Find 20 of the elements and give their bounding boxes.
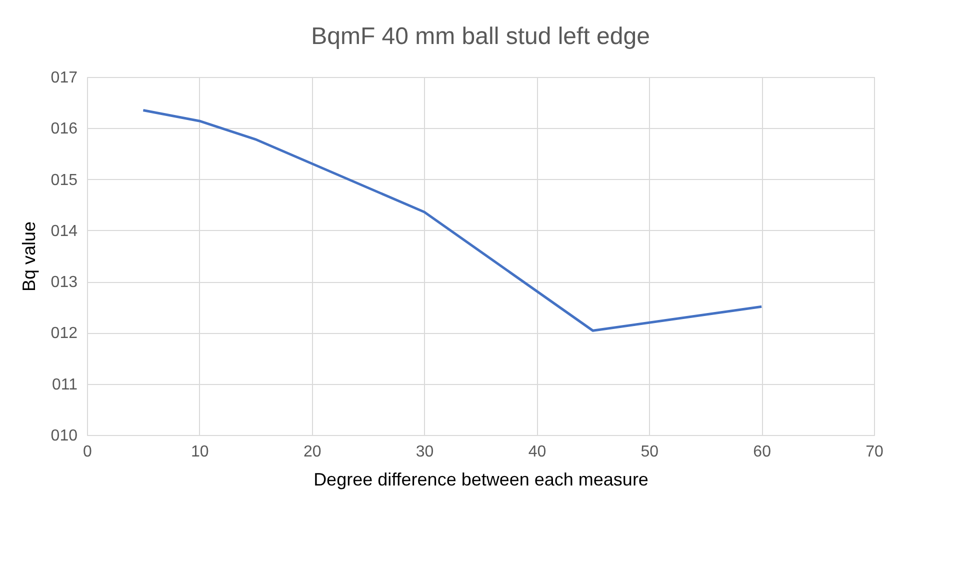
x-tick-label: 0 [83, 444, 92, 460]
y-tick-label: 012 [50, 325, 78, 342]
y-axis-title: Bq value [18, 221, 39, 292]
x-tick-label: 10 [191, 444, 209, 460]
x-tick-label: 20 [303, 444, 322, 460]
x-tick-label: 50 [640, 444, 659, 460]
y-tick-label: 011 [52, 376, 78, 394]
x-tick-label: 70 [866, 444, 884, 460]
x-tick-label: 60 [753, 444, 772, 460]
line-series [142, 108, 763, 332]
x-tick-label: 40 [528, 444, 546, 460]
chart-title: BqmF 40 mm ball stud left edge [311, 23, 650, 50]
y-tick-label: 015 [50, 172, 78, 189]
y-tick-label: 010 [50, 428, 78, 444]
y-tick-label: 014 [50, 222, 78, 240]
y-tick-label: 017 [50, 70, 78, 86]
x-axis-title: Degree difference between each measure [314, 470, 648, 490]
y-tick-label: 016 [50, 120, 78, 138]
x-tick-label: 30 [416, 444, 434, 460]
y-tick-label: 013 [50, 274, 78, 292]
